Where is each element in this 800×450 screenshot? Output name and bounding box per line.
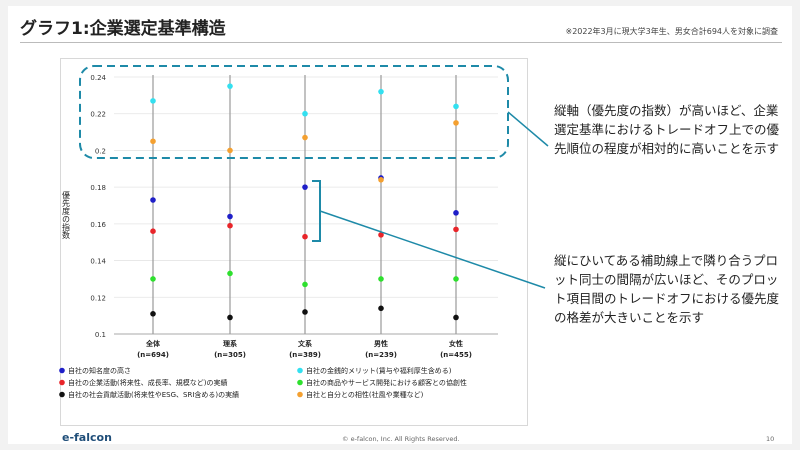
survey-note: ※2022年3月に現大学3年生、男女合計694人を対象に調査 [565, 27, 778, 36]
legend-label: 自社と自分との相性(社風や業種など) [306, 390, 424, 399]
data-point [150, 276, 156, 282]
x-category-n: (n=305) [214, 351, 246, 359]
callout-top: 縦軸（優先度の指数）が高いほど、企業選定基準におけるトレードオフ上での優先順位の… [554, 103, 780, 156]
legend-swatch [297, 367, 303, 374]
data-point [227, 222, 233, 229]
legend-swatch [59, 367, 65, 374]
legend-swatch [297, 391, 303, 398]
connector-bottom [319, 210, 546, 289]
chart-frame [60, 58, 528, 426]
data-point [378, 88, 384, 95]
highlight-box-top [79, 65, 509, 159]
connector-top [507, 111, 549, 147]
grid-lines [114, 75, 498, 335]
data-point [302, 281, 308, 288]
data-point [453, 103, 459, 110]
data-point [150, 138, 156, 145]
x-category-n: (n=239) [365, 351, 397, 359]
legend-swatch [59, 391, 65, 398]
data-point [453, 120, 459, 126]
data-point [378, 305, 384, 312]
legend: 自社の知名度の高さ 自社の金銭的メリット(賃与や福利厚生含める) 自社の企業活動(将… [59, 366, 467, 399]
legend-swatch [297, 379, 303, 386]
y-tick-label: 0.18 [90, 184, 106, 192]
x-category-n: (n=389) [289, 351, 321, 359]
y-tick-label: 0.16 [90, 221, 106, 229]
y-tick-labels: 0.1 0.12 0.14 0.16 0.18 0.2 0.22 0.24 [90, 74, 106, 339]
y-tick-label: 0.1 [95, 331, 106, 339]
page-title: グラフ1:企業選定基準構造 [20, 19, 226, 39]
x-category-labels: 全体 (n=694) 理系 (n=305) 文系 (n=389) 男性 (n=239) 女性 (n… [137, 339, 472, 359]
x-category-name: 女性 [449, 339, 463, 348]
data-point [378, 276, 384, 282]
data-points [150, 83, 459, 321]
data-point [227, 213, 233, 220]
data-point [302, 110, 308, 117]
legend-label: 自社の金銭的メリット(賃与や福利厚生含める) [306, 366, 452, 375]
legend-label: 自社の商品やサービス開発における顧客との協創性 [306, 378, 467, 387]
data-point [302, 309, 308, 315]
y-tick-label: 0.14 [90, 258, 106, 266]
data-point [150, 228, 156, 234]
y-tick-label: 0.22 [90, 111, 106, 119]
title-divider [20, 42, 782, 43]
data-point [227, 147, 233, 154]
x-category-name: 男性 [374, 339, 388, 348]
data-point [150, 311, 156, 317]
legend-swatch [59, 379, 65, 386]
x-category-name: 理系 [223, 339, 237, 348]
data-point [378, 177, 384, 183]
data-point [302, 184, 308, 190]
y-tick-label: 0.24 [90, 74, 106, 82]
legend-label: 自社の知名度の高さ [68, 366, 131, 375]
data-point [227, 270, 233, 277]
data-point [453, 314, 459, 321]
data-point [227, 314, 233, 321]
data-point [378, 232, 384, 238]
data-point [302, 233, 308, 240]
x-category-name: 文系 [298, 339, 312, 348]
bracket-mid [312, 180, 321, 242]
data-point [302, 134, 308, 141]
data-point [453, 226, 459, 233]
copyright-footer: © e-falcon, Inc. All Rights Reserved. [342, 435, 460, 443]
company-logo: e-falcon [62, 431, 112, 444]
data-point [150, 98, 156, 104]
data-point [150, 197, 156, 203]
page-number: 10 [766, 435, 775, 443]
x-category-n: (n=694) [137, 351, 169, 359]
data-point [453, 210, 459, 216]
legend-label: 自社の社会貢献活動(将来性やESG、SRI含める)の実績 [68, 390, 239, 399]
y-tick-label: 0.2 [95, 147, 106, 155]
x-category-name: 全体 [145, 339, 161, 348]
data-point [453, 276, 459, 282]
callout-bottom: 縦にひいてある補助線上で隣り合うプロット同士の間隔が広いほど、そのプロット項目間… [554, 253, 780, 325]
data-point [227, 83, 233, 89]
slide: グラフ1:企業選定基準構造 ※2022年3月に現大学3年生、男女合計694人を対… [8, 6, 792, 444]
x-category-n: (n=455) [440, 351, 472, 359]
y-axis-label: 優先度の指数 [62, 190, 71, 240]
legend-label: 自社の企業活動(将来性、成長率、規模など)の実績 [68, 378, 227, 387]
y-tick-label: 0.12 [90, 294, 106, 302]
